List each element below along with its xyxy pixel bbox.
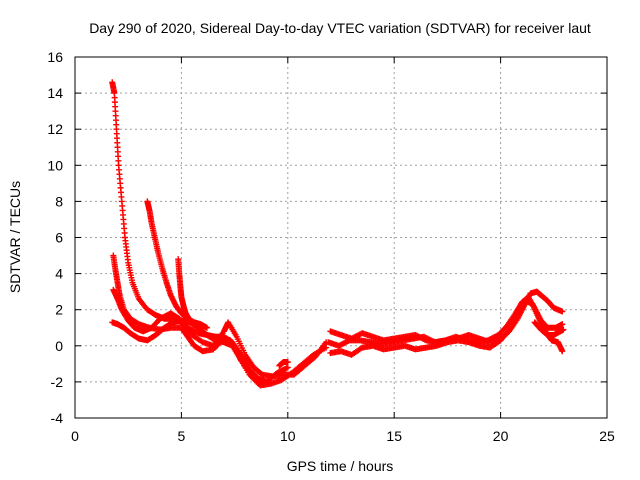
data-points (109, 79, 567, 389)
data-point (559, 348, 566, 355)
data-point (559, 321, 566, 328)
y-tick-label: 0 (55, 338, 63, 354)
axis-ticks: 0 5 10 15 20 25 -4 -2 0 2 4 6 8 10 12 14 16 (47, 49, 615, 444)
data-point (284, 359, 291, 366)
x-axis-label: GPS time / hours (287, 458, 394, 474)
y-tick-label: 8 (55, 193, 63, 209)
y-tick-label: 2 (55, 302, 63, 318)
y-tick-label: -2 (51, 374, 64, 390)
y-tick-label: 4 (55, 266, 63, 282)
chart-title: Day 290 of 2020, Sidereal Day-to-day VTE… (89, 20, 591, 36)
data-point (559, 308, 566, 315)
series-arc-9 (327, 297, 566, 358)
x-tick-label: 15 (386, 428, 402, 444)
data-point (560, 326, 567, 333)
data-point (263, 378, 270, 385)
data-point (189, 319, 196, 326)
series-arc-2 (110, 252, 330, 389)
y-tick-label: 14 (47, 85, 63, 101)
series-arc-3 (110, 286, 330, 380)
x-tick-label: 25 (599, 428, 615, 444)
y-tick-label: 10 (47, 157, 63, 173)
x-tick-label: 10 (280, 428, 296, 444)
series-arc-7 (276, 359, 291, 369)
series-arc-6 (175, 256, 196, 326)
y-tick-label: 12 (47, 121, 63, 137)
series-arc-10 (325, 294, 566, 349)
x-tick-label: 0 (71, 428, 79, 444)
data-point (284, 364, 291, 371)
y-tick-label: 16 (47, 49, 63, 65)
y-tick-label: 6 (55, 230, 63, 246)
series-arc-5 (144, 198, 210, 331)
y-tick-label: -4 (51, 410, 64, 426)
series-arc-11 (531, 319, 567, 338)
x-tick-label: 5 (178, 428, 186, 444)
data-point (203, 324, 210, 331)
x-tick-label: 20 (493, 428, 509, 444)
y-axis-label: SDTVAR / TECUs (7, 181, 23, 293)
